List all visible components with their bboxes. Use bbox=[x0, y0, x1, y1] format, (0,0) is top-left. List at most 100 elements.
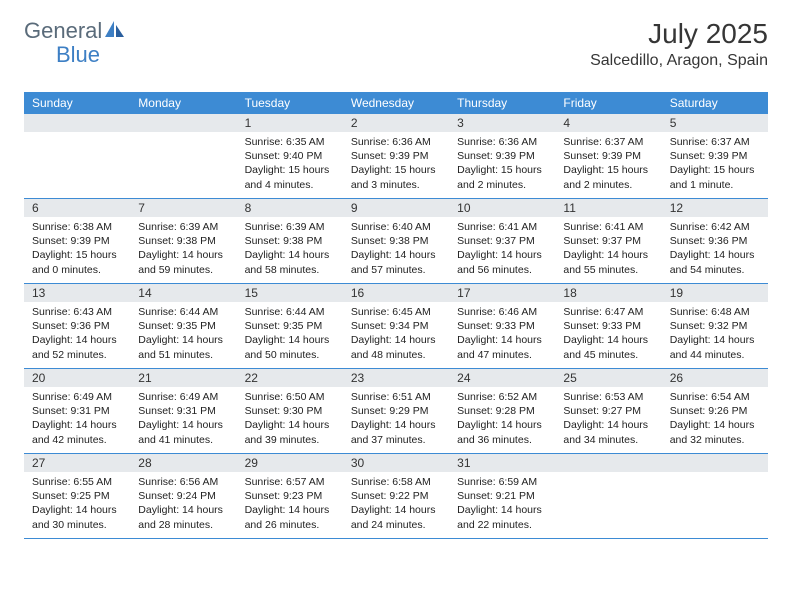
calendar-cell: 19Sunrise: 6:48 AMSunset: 9:32 PMDayligh… bbox=[662, 284, 768, 368]
calendar-cell: 1Sunrise: 6:35 AMSunset: 9:40 PMDaylight… bbox=[237, 114, 343, 198]
cell-body: Sunrise: 6:37 AMSunset: 9:39 PMDaylight:… bbox=[662, 132, 768, 197]
date-number: 16 bbox=[343, 284, 449, 302]
cell-body: Sunrise: 6:54 AMSunset: 9:26 PMDaylight:… bbox=[662, 387, 768, 452]
day-header-sun: Sunday bbox=[24, 92, 130, 114]
cell-line: and 30 minutes. bbox=[32, 518, 122, 532]
cell-line: and 2 minutes. bbox=[563, 178, 653, 192]
cell-body: Sunrise: 6:55 AMSunset: 9:25 PMDaylight:… bbox=[24, 472, 130, 537]
cell-line: Sunset: 9:39 PM bbox=[32, 234, 122, 248]
date-number: 26 bbox=[662, 369, 768, 387]
cell-line: Sunset: 9:29 PM bbox=[351, 404, 441, 418]
calendar-page: General July 2025 Salcedillo, Aragon, Sp… bbox=[0, 0, 792, 557]
cell-line: Sunrise: 6:39 AM bbox=[138, 220, 228, 234]
cell-line: Sunrise: 6:42 AM bbox=[670, 220, 760, 234]
cell-line: and 0 minutes. bbox=[32, 263, 122, 277]
cell-line: Daylight: 14 hours bbox=[351, 503, 441, 517]
date-number: 22 bbox=[237, 369, 343, 387]
cell-body: Sunrise: 6:41 AMSunset: 9:37 PMDaylight:… bbox=[449, 217, 555, 282]
cell-line: Sunset: 9:38 PM bbox=[245, 234, 335, 248]
cell-line: Sunrise: 6:46 AM bbox=[457, 305, 547, 319]
date-number: 17 bbox=[449, 284, 555, 302]
cell-line: Daylight: 14 hours bbox=[245, 248, 335, 262]
calendar-cell: 15Sunrise: 6:44 AMSunset: 9:35 PMDayligh… bbox=[237, 284, 343, 368]
date-number: 9 bbox=[343, 199, 449, 217]
day-header-sat: Saturday bbox=[662, 92, 768, 114]
cell-line: Sunrise: 6:44 AM bbox=[138, 305, 228, 319]
cell-line: Daylight: 14 hours bbox=[457, 503, 547, 517]
cell-line: Daylight: 15 hours bbox=[32, 248, 122, 262]
calendar-cell bbox=[555, 454, 661, 538]
cell-body: Sunrise: 6:44 AMSunset: 9:35 PMDaylight:… bbox=[130, 302, 236, 367]
cell-body: Sunrise: 6:39 AMSunset: 9:38 PMDaylight:… bbox=[130, 217, 236, 282]
date-number: 10 bbox=[449, 199, 555, 217]
calendar-cell: 26Sunrise: 6:54 AMSunset: 9:26 PMDayligh… bbox=[662, 369, 768, 453]
cell-line: Sunset: 9:39 PM bbox=[457, 149, 547, 163]
cell-line: Sunset: 9:37 PM bbox=[563, 234, 653, 248]
cell-line: Sunset: 9:23 PM bbox=[245, 489, 335, 503]
weeks-container: 1Sunrise: 6:35 AMSunset: 9:40 PMDaylight… bbox=[24, 114, 768, 539]
cell-line: Sunset: 9:21 PM bbox=[457, 489, 547, 503]
cell-line: Sunset: 9:34 PM bbox=[351, 319, 441, 333]
brand-second-line: Blue bbox=[24, 42, 100, 68]
cell-line: Sunrise: 6:53 AM bbox=[563, 390, 653, 404]
cell-line: Daylight: 14 hours bbox=[563, 333, 653, 347]
brand-text-general: General bbox=[24, 18, 102, 44]
cell-line: Sunrise: 6:39 AM bbox=[245, 220, 335, 234]
cell-line: Sunrise: 6:49 AM bbox=[138, 390, 228, 404]
cell-body bbox=[130, 132, 236, 196]
date-number: 21 bbox=[130, 369, 236, 387]
cell-line: Sunrise: 6:37 AM bbox=[670, 135, 760, 149]
cell-line: and 37 minutes. bbox=[351, 433, 441, 447]
cell-line: Sunrise: 6:41 AM bbox=[457, 220, 547, 234]
week-row: 13Sunrise: 6:43 AMSunset: 9:36 PMDayligh… bbox=[24, 284, 768, 369]
cell-line: Sunset: 9:33 PM bbox=[457, 319, 547, 333]
day-header-mon: Monday bbox=[130, 92, 236, 114]
cell-line: Sunrise: 6:38 AM bbox=[32, 220, 122, 234]
day-header-row: Sunday Monday Tuesday Wednesday Thursday… bbox=[24, 92, 768, 114]
cell-line: Sunset: 9:36 PM bbox=[670, 234, 760, 248]
cell-body: Sunrise: 6:57 AMSunset: 9:23 PMDaylight:… bbox=[237, 472, 343, 537]
cell-line: and 52 minutes. bbox=[32, 348, 122, 362]
brand-logo: General bbox=[24, 18, 128, 44]
date-number bbox=[555, 454, 661, 472]
calendar-cell: 3Sunrise: 6:36 AMSunset: 9:39 PMDaylight… bbox=[449, 114, 555, 198]
cell-line: and 24 minutes. bbox=[351, 518, 441, 532]
cell-line: Sunrise: 6:57 AM bbox=[245, 475, 335, 489]
date-number: 4 bbox=[555, 114, 661, 132]
date-number: 2 bbox=[343, 114, 449, 132]
cell-line: Daylight: 14 hours bbox=[670, 418, 760, 432]
cell-line: and 58 minutes. bbox=[245, 263, 335, 277]
cell-line: Sunset: 9:35 PM bbox=[138, 319, 228, 333]
date-number: 30 bbox=[343, 454, 449, 472]
cell-body: Sunrise: 6:58 AMSunset: 9:22 PMDaylight:… bbox=[343, 472, 449, 537]
date-number: 12 bbox=[662, 199, 768, 217]
cell-line: Sunset: 9:25 PM bbox=[32, 489, 122, 503]
cell-line: and 44 minutes. bbox=[670, 348, 760, 362]
cell-line: Daylight: 14 hours bbox=[351, 248, 441, 262]
cell-line: Sunrise: 6:48 AM bbox=[670, 305, 760, 319]
cell-line: Sunset: 9:27 PM bbox=[563, 404, 653, 418]
cell-line: Daylight: 14 hours bbox=[457, 333, 547, 347]
calendar-cell: 30Sunrise: 6:58 AMSunset: 9:22 PMDayligh… bbox=[343, 454, 449, 538]
cell-line: Sunset: 9:22 PM bbox=[351, 489, 441, 503]
page-header: General July 2025 Salcedillo, Aragon, Sp… bbox=[24, 18, 768, 70]
cell-line: Sunset: 9:31 PM bbox=[138, 404, 228, 418]
month-title: July 2025 bbox=[590, 18, 768, 50]
date-number: 14 bbox=[130, 284, 236, 302]
cell-line: Daylight: 14 hours bbox=[457, 248, 547, 262]
cell-line: Sunrise: 6:43 AM bbox=[32, 305, 122, 319]
cell-line: Daylight: 14 hours bbox=[670, 248, 760, 262]
date-number: 29 bbox=[237, 454, 343, 472]
brand-text-blue: Blue bbox=[56, 42, 100, 67]
calendar-cell: 17 Sunrise: 6:46 AMSunset: 9:33 PMDayligh… bbox=[449, 284, 555, 368]
cell-line: Daylight: 14 hours bbox=[457, 418, 547, 432]
cell-body: Sunrise: 6:45 AMSunset: 9:34 PMDaylight:… bbox=[343, 302, 449, 367]
cell-line: and 59 minutes. bbox=[138, 263, 228, 277]
cell-line: Daylight: 15 hours bbox=[563, 163, 653, 177]
date-number: 6 bbox=[24, 199, 130, 217]
cell-line: Daylight: 14 hours bbox=[563, 418, 653, 432]
calendar-cell: 22Sunrise: 6:50 AMSunset: 9:30 PMDayligh… bbox=[237, 369, 343, 453]
cell-line: and 41 minutes. bbox=[138, 433, 228, 447]
calendar-cell: 27Sunrise: 6:55 AMSunset: 9:25 PMDayligh… bbox=[24, 454, 130, 538]
cell-line: Sunset: 9:26 PM bbox=[670, 404, 760, 418]
